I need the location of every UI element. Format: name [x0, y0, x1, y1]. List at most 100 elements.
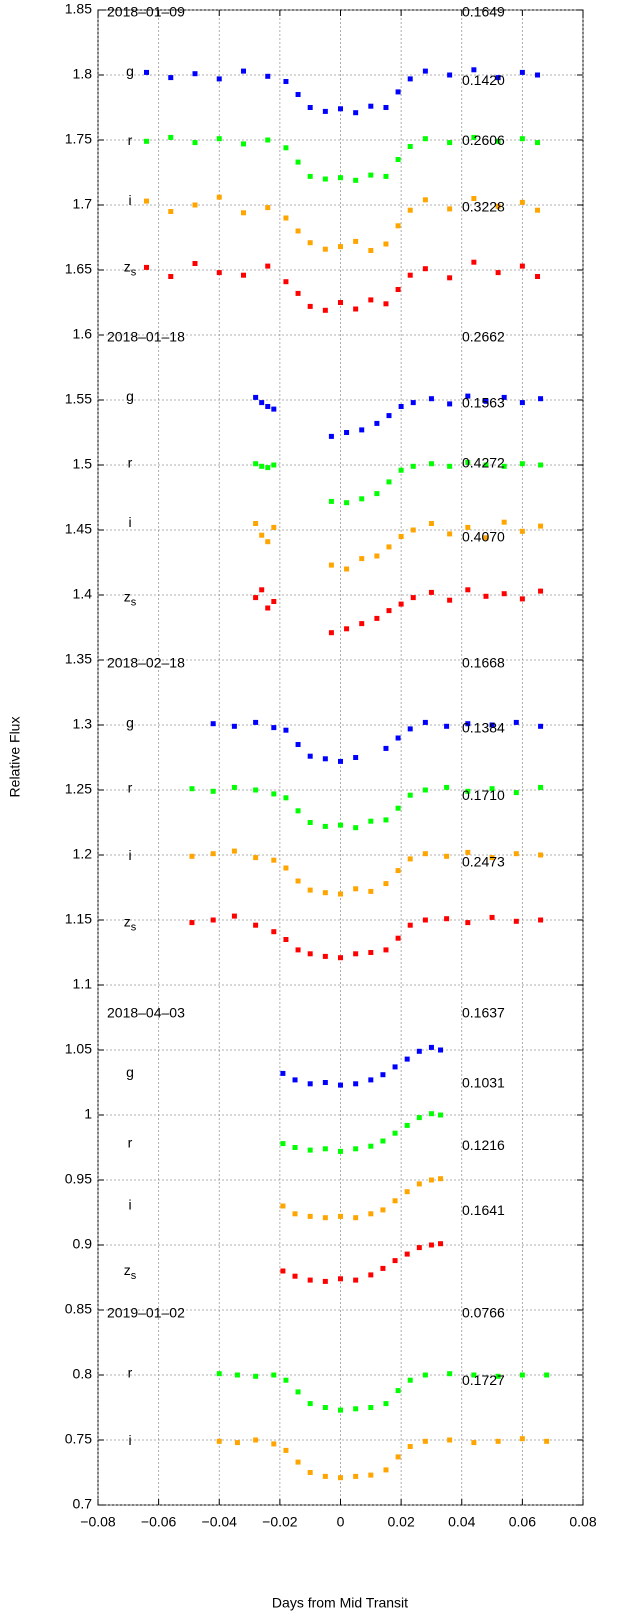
data-point — [395, 157, 401, 162]
data-point — [447, 140, 453, 146]
data-point — [392, 1198, 398, 1204]
data-point — [292, 1273, 298, 1279]
data-point — [407, 207, 413, 213]
data-point — [374, 491, 380, 497]
data-point — [392, 1130, 398, 1136]
data-point — [410, 463, 416, 469]
data-point — [513, 719, 519, 725]
data-point — [538, 588, 544, 594]
data-point — [483, 462, 489, 468]
data-point — [295, 1459, 301, 1465]
data-point — [253, 922, 259, 928]
y-tick-label: 1.45 — [65, 521, 92, 537]
data-point — [307, 1081, 313, 1087]
data-point — [519, 461, 525, 467]
data-point — [538, 396, 544, 402]
data-point — [216, 1371, 222, 1377]
data-point — [422, 136, 428, 142]
data-point — [513, 918, 519, 924]
data-point — [295, 290, 301, 296]
data-point — [253, 787, 259, 793]
data-point — [283, 727, 289, 733]
y-tick-label: 1.55 — [65, 391, 92, 407]
data-point — [328, 562, 334, 568]
x-axis-label: Days from Mid Transit — [272, 1595, 408, 1611]
y-tick-label: 1.25 — [65, 781, 92, 797]
data-point — [353, 177, 359, 183]
data-point — [386, 413, 392, 419]
data-point — [422, 1372, 428, 1378]
data-point — [383, 241, 389, 247]
data-point — [271, 725, 277, 731]
data-point — [322, 890, 328, 896]
data-point — [495, 1373, 501, 1379]
data-point — [253, 719, 259, 725]
rms-label: 0.1216 — [462, 1137, 505, 1153]
data-point — [322, 246, 328, 252]
rms-label: 0.2473 — [462, 854, 505, 870]
data-point — [513, 851, 519, 857]
data-point — [538, 917, 544, 923]
data-point — [322, 823, 328, 829]
data-point — [253, 461, 259, 467]
data-point — [359, 427, 365, 433]
data-point — [253, 1437, 259, 1443]
data-point — [428, 396, 434, 402]
data-point — [210, 851, 216, 857]
data-point — [353, 110, 359, 116]
data-point — [328, 630, 334, 636]
data-point — [344, 500, 350, 506]
data-point — [292, 1077, 298, 1083]
data-point — [344, 626, 350, 632]
data-point — [398, 601, 404, 607]
data-point — [383, 173, 389, 179]
data-point — [407, 1444, 413, 1449]
data-point — [465, 524, 471, 530]
band-label: g — [126, 1064, 134, 1080]
data-point — [295, 808, 301, 814]
data-point — [465, 849, 471, 855]
data-point — [538, 723, 544, 729]
data-point — [192, 140, 198, 146]
y-tick-label: 1 — [84, 1106, 92, 1122]
data-point — [404, 1056, 410, 1062]
x-tick-label: 0.06 — [509, 1514, 536, 1530]
date-label: 2018–04–03 — [107, 1004, 185, 1020]
date-label: 2018–01–18 — [107, 328, 185, 344]
data-point — [422, 1438, 428, 1444]
y-tick-label: 1.6 — [73, 326, 93, 342]
x-tick-label: −0.04 — [202, 1514, 238, 1530]
band-label: i — [128, 192, 131, 208]
data-point — [259, 400, 265, 406]
data-point — [359, 621, 365, 627]
data-point — [407, 792, 413, 798]
data-point — [307, 1213, 313, 1219]
rms-label: 0.2662 — [462, 328, 505, 344]
y-tick-label: 1.1 — [73, 976, 93, 992]
data-point — [307, 303, 313, 309]
data-point — [353, 825, 359, 831]
y-tick-label: 0.9 — [73, 1236, 93, 1252]
rms-label: 0.1031 — [462, 1075, 505, 1091]
data-point — [410, 527, 416, 533]
data-point — [407, 922, 413, 928]
rms-label: 0.3228 — [462, 198, 505, 214]
band-label: r — [128, 1364, 133, 1380]
data-point — [271, 791, 277, 797]
x-tick-label: 0 — [337, 1514, 345, 1530]
data-point — [513, 790, 519, 796]
rms-label: 0.1710 — [462, 787, 505, 803]
data-point — [192, 261, 198, 266]
data-point — [538, 523, 544, 529]
data-point — [483, 535, 489, 541]
data-point — [368, 297, 374, 303]
y-tick-label: 1.35 — [65, 651, 92, 667]
y-axis-label: Relative Flux — [7, 717, 23, 798]
data-point — [368, 1143, 374, 1149]
data-point — [168, 75, 174, 81]
data-point — [353, 238, 359, 244]
data-point — [519, 263, 525, 269]
data-point — [353, 1081, 359, 1087]
data-point — [489, 722, 495, 728]
data-point — [471, 134, 477, 140]
